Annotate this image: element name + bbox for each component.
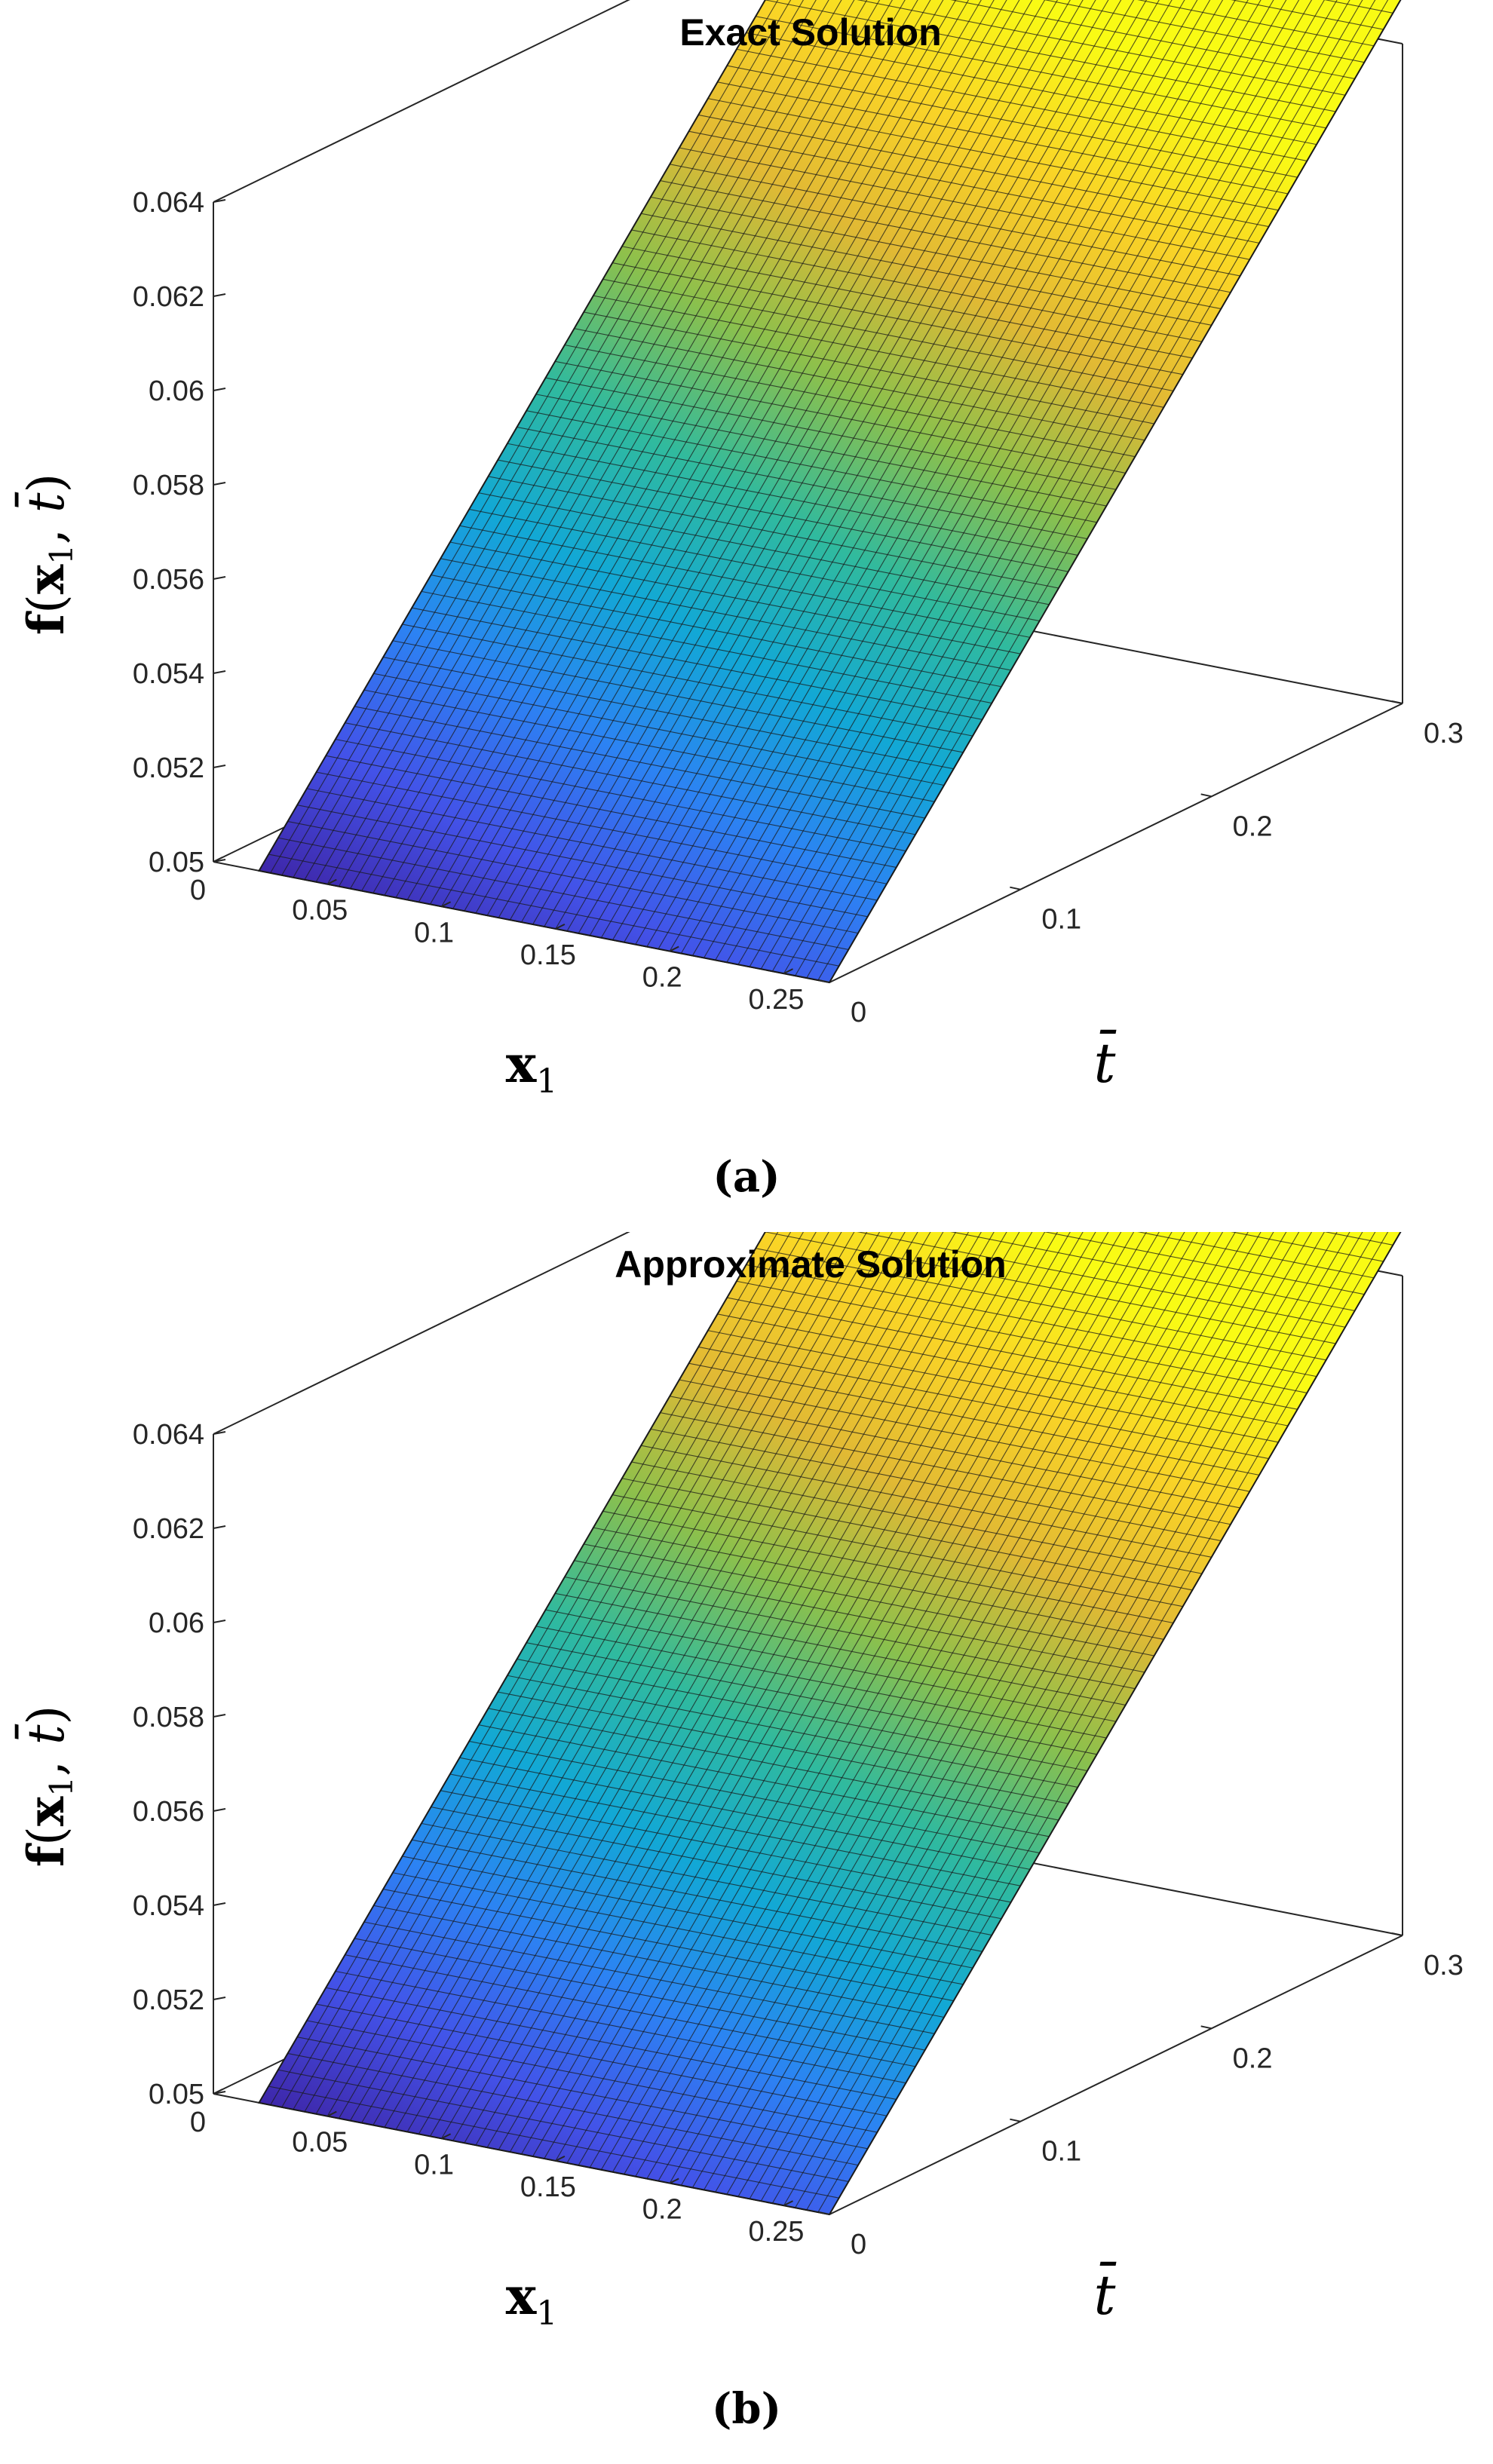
surface-fill <box>259 0 1401 982</box>
y-axis-label: t̄ <box>1094 2260 1117 2327</box>
z-tick-label: 0.056 <box>133 564 204 596</box>
panel-label: (a) <box>713 1152 780 1202</box>
x-tick-label: 0.2 <box>642 2194 682 2226</box>
z-tick-label: 0.058 <box>133 1702 204 1733</box>
surface-fill <box>259 1232 1401 2214</box>
y-tick-label: 0.1 <box>1041 904 1081 936</box>
surface-outline <box>257 0 1402 984</box>
z-tick-label: 0.058 <box>133 470 204 501</box>
x-tick-label: 0 <box>190 875 206 906</box>
chart-title: Approximate Solution <box>615 1243 1006 1286</box>
x-tick-label: 0.1 <box>414 2149 454 2181</box>
x-tick-label: 0.05 <box>292 2127 348 2159</box>
x-tick-label: 0.15 <box>520 2171 576 2203</box>
x-tick-label: 0.05 <box>292 895 348 927</box>
chart-panel-b: 0.05 0.052 0.054 0.056 0.058 0.06 0.062 0.064 0 0… <box>0 1232 1493 2464</box>
y-tick-label: 0.1 <box>1041 2136 1081 2168</box>
y-tick-label: 0.3 <box>1424 718 1464 749</box>
z-axis-label: f(x1, t̄) <box>16 473 80 636</box>
y-tick-label: 0 <box>851 2229 866 2260</box>
z-tick-label: 0.052 <box>133 752 204 784</box>
x-tick-label: 0.25 <box>748 984 804 1016</box>
x-axis-label: x1 <box>506 2266 558 2333</box>
z-tick-label: 0.06 <box>149 375 204 407</box>
panel-label: (b) <box>712 2384 781 2434</box>
y-tick-label: 0.2 <box>1233 2043 1273 2074</box>
y-tick-label: 0.3 <box>1424 1950 1464 1981</box>
x-tick-label: 0.15 <box>520 939 576 971</box>
z-tick-label: 0.054 <box>133 658 204 690</box>
z-tick-label: 0.062 <box>133 281 204 313</box>
z-axis-label: f(x1, t̄) <box>16 1705 80 1868</box>
z-tick-label: 0.062 <box>133 1513 204 1545</box>
z-tick-label: 0.052 <box>133 1984 204 2016</box>
surface <box>257 1232 1402 2216</box>
z-tick-label: 0.06 <box>149 1607 204 1639</box>
surface-plot-svg: 0.050.0520.0540.0560.0580.060.0620.06400… <box>16 1232 1464 2434</box>
z-tick-label: 0.064 <box>133 187 204 219</box>
surface <box>257 0 1402 984</box>
z-tick-label: 0.05 <box>149 847 204 878</box>
x-tick-label: 0.2 <box>642 962 682 994</box>
z-tick-label: 0.054 <box>133 1890 204 1922</box>
x-axis-label: x1 <box>506 1034 558 1101</box>
surface-mesh <box>259 0 1402 983</box>
z-tick-label: 0.05 <box>149 2079 204 2110</box>
x-tick-label: 0 <box>190 2107 206 2138</box>
y-tick-label: 0 <box>851 997 866 1028</box>
z-tick-label: 0.064 <box>133 1419 204 1451</box>
surface-plot-svg: 0.050.0520.0540.0560.0580.060.0620.06400… <box>16 0 1464 1202</box>
y-tick-label: 0.2 <box>1233 811 1273 842</box>
z-tick-label: 0.056 <box>133 1796 204 1828</box>
y-axis-label: t̄ <box>1094 1028 1117 1095</box>
x-tick-label: 0.1 <box>414 917 454 949</box>
surface-mesh <box>259 1232 1402 2215</box>
surface-outline <box>257 1232 1402 2216</box>
chart-title: Exact Solution <box>679 11 941 54</box>
x-tick-label: 0.25 <box>748 2216 804 2248</box>
chart-panel-a: 0.05 0.052 0.054 0.056 0.058 0.06 0.062 0.064 0 0… <box>16 0 1464 1202</box>
